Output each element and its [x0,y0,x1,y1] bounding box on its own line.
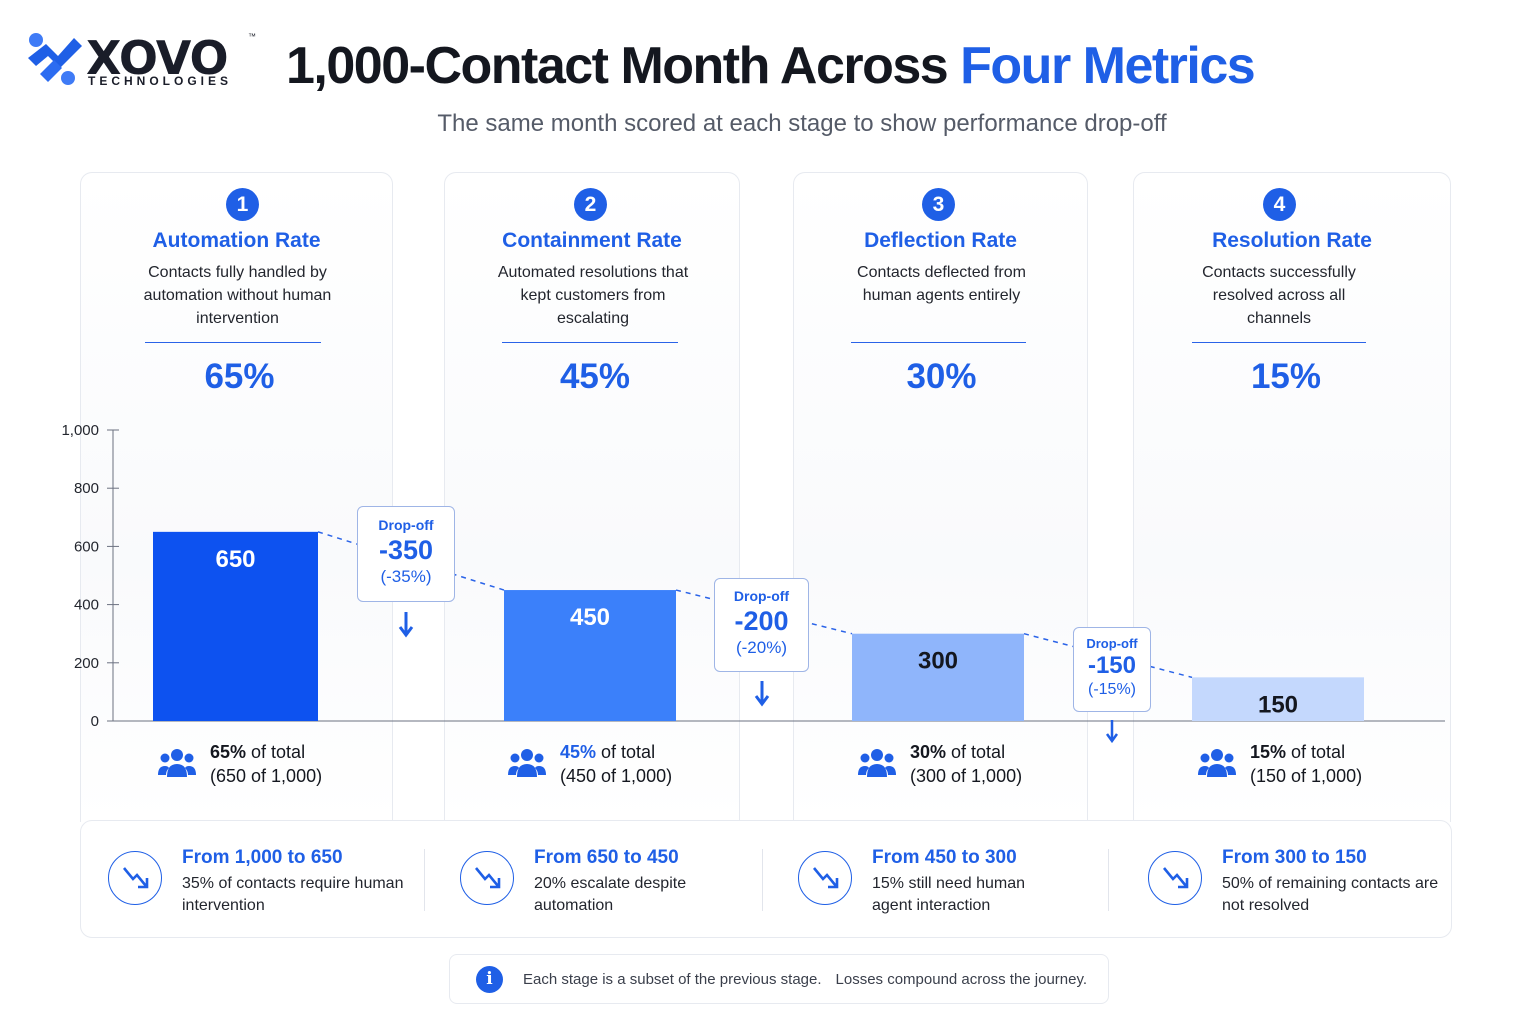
people-group-icon [858,749,896,777]
stage-description: Contacts fully handled by automation wit… [143,264,332,327]
transition-heading: From 1,000 to 650 [182,847,343,868]
dropoff-label: Drop-off [378,517,434,533]
company-logo: XOVO ™ TECHNOLOGIES [24,30,264,92]
total-percent-line: 15% of total [1250,742,1346,762]
transition-text: 15% still need human agent interaction [872,875,1025,914]
divider [762,849,763,911]
stage-percent: 65% [204,357,275,396]
trend-down-icon [108,851,162,905]
stage-divider [851,342,1026,343]
people-group-icon [1198,749,1236,777]
total-percent-line: 65% of total [210,742,306,762]
transition-item-1: From 1,000 to 650 35% of contacts requir… [108,821,418,939]
dropoff-value: -350 [378,535,434,565]
transitions-panel: From 1,000 to 650 35% of contacts requir… [80,820,1452,938]
stage-title: Automation Rate [152,229,321,252]
transition-heading: From 300 to 150 [1222,847,1367,868]
logo-wordmark: XOVO [86,31,229,85]
transition-heading: From 650 to 450 [534,847,679,868]
logo-mark-icon [28,33,82,85]
page-subtitle: The same month scored at each stage to s… [437,110,1167,137]
stage-percent: 15% [1250,357,1322,396]
logo-subtitle: TECHNOLOGIES [88,74,233,88]
dropoff-percent: (-20%) [735,638,787,657]
stage-percent: 45% [559,357,631,396]
dropoff-box-3: Drop-off -150 (-15%) [1073,627,1151,712]
dropoff-value: -150 [1087,652,1137,679]
total-detail: (450 of 1,000) [560,766,673,786]
total-percent-line: 30% of total [910,742,1006,762]
footnote: i Each stage is a subset of the previous… [449,954,1109,1004]
total-detail: (650 of 1,000) [210,766,323,786]
people-group-icon [508,749,546,777]
transition-item-3: From 450 to 300 15% still need human age… [798,821,1098,939]
footnote-text: Each stage is a subset of the previous s… [523,971,1088,988]
transition-heading: From 450 to 300 [872,847,1017,868]
transition-item-4: From 300 to 150 50% of remaining contact… [1148,821,1448,939]
dropoff-label: Drop-off [1086,636,1138,651]
stage-card-automation: 1 Automation Rate Contacts fully handled… [80,172,393,822]
title-accent: Four Metrics [960,37,1256,95]
divider [1108,849,1109,911]
dropoff-percent: (-35%) [380,567,432,586]
title-main: 1,000-Contact Month Across [286,37,961,95]
dropoff-label: Drop-off [733,588,790,604]
stage-number: 4 [1263,188,1296,221]
transition-text: 20% escalate despite automation [534,875,687,914]
stage-divider [145,342,321,343]
stage-divider [502,342,678,343]
stage-number: 3 [922,188,955,221]
stage-number: 1 [226,188,259,221]
trend-down-icon [798,851,852,905]
trend-down-icon [460,851,514,905]
stage-divider [1192,342,1366,343]
total-percent-line: 45% of total [560,742,656,762]
stage-card-containment: 2 Containment Rate Automated resolutions… [444,172,740,822]
divider [424,849,425,911]
stage-title: Containment Rate [502,229,682,252]
down-arrow-icon [398,612,414,638]
dropoff-box-1: Drop-off -350 (-35%) [357,506,455,602]
transition-text: 50% of remaining contacts are not resolv… [1222,875,1439,914]
stage-number: 2 [574,188,607,221]
transition-text: 35% of contacts require human interventi… [182,875,404,914]
logo-trademark: ™ [248,32,256,41]
stage-title: Deflection Rate [864,229,1017,252]
page-title: 1,000-Contact Month Across Four Metrics [286,34,1256,98]
down-arrow-icon [754,681,770,707]
dropoff-box-2: Drop-off -200 (-20%) [714,578,809,672]
stage-description: Contacts deflected from human agents ent… [857,264,1026,304]
dropoff-value: -200 [734,606,789,636]
down-arrow-icon [1105,720,1119,744]
dropoff-percent: (-15%) [1087,681,1136,698]
stage-card-deflection: 3 Deflection Rate Contacts deflected fro… [793,172,1088,822]
stage-title: Resolution Rate [1212,229,1372,252]
total-detail: (300 of 1,000) [910,766,1023,786]
people-group-icon [158,749,196,777]
transition-item-2: From 650 to 450 20% escalate despite aut… [460,821,760,939]
stage-description: Contacts successfully resolved across al… [1202,264,1356,327]
stage-card-resolution: 4 Resolution Rate Contacts successfully … [1133,172,1451,822]
total-detail: (150 of 1,000) [1250,766,1363,786]
stage-description: Automated resolutions that kept customer… [497,264,689,327]
stage-percent: 30% [906,357,977,396]
trend-down-icon [1148,851,1202,905]
info-icon: i [476,966,503,993]
